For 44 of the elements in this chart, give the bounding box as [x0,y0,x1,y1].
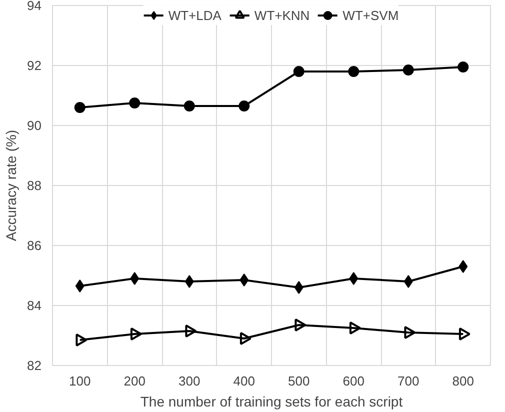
point [130,328,142,340]
point [458,260,468,273]
x-axis-title: The number of training sets for each script [140,394,403,410]
point [185,324,197,338]
point [238,100,250,112]
y-tick-label: 90 [27,118,42,133]
point [458,62,469,72]
legend-label: WT+KNN [254,8,310,22]
y-axis-title: Accuracy rate (%) [3,130,20,242]
legend-label: WT+LDA [168,8,222,22]
x-tick-label: 300 [178,374,200,388]
point [349,322,361,334]
x-tick-label: 200 [124,374,146,388]
x-tick-label: 600 [342,374,364,388]
point [404,326,416,339]
point [294,281,304,294]
x-tick-label: 500 [288,374,310,388]
point [184,275,194,288]
y-tick-label: 84 [27,298,42,313]
point [75,280,84,292]
point [74,102,86,113]
y-tick-label: 92 [27,58,42,73]
point [348,66,360,77]
point [402,64,414,76]
point [130,272,140,285]
y-tick-label: 82 [27,358,42,373]
point [76,334,88,346]
y-tick-label: 94 [27,0,42,13]
x-tick-label: 400 [233,374,255,388]
point [129,98,140,108]
point [458,328,470,340]
y-tick-label: 88 [27,178,42,193]
point [293,66,304,77]
x-tick-label: 700 [398,374,420,388]
y-tick-label: 86 [27,238,42,253]
point [240,274,249,286]
point [184,100,195,112]
point [404,275,413,288]
point [240,332,252,345]
point [349,272,358,285]
point [294,318,306,332]
x-tick-label: 100 [69,374,91,388]
x-tick-label: 800 [452,374,474,388]
legend-label: WT+SVM [342,8,399,22]
